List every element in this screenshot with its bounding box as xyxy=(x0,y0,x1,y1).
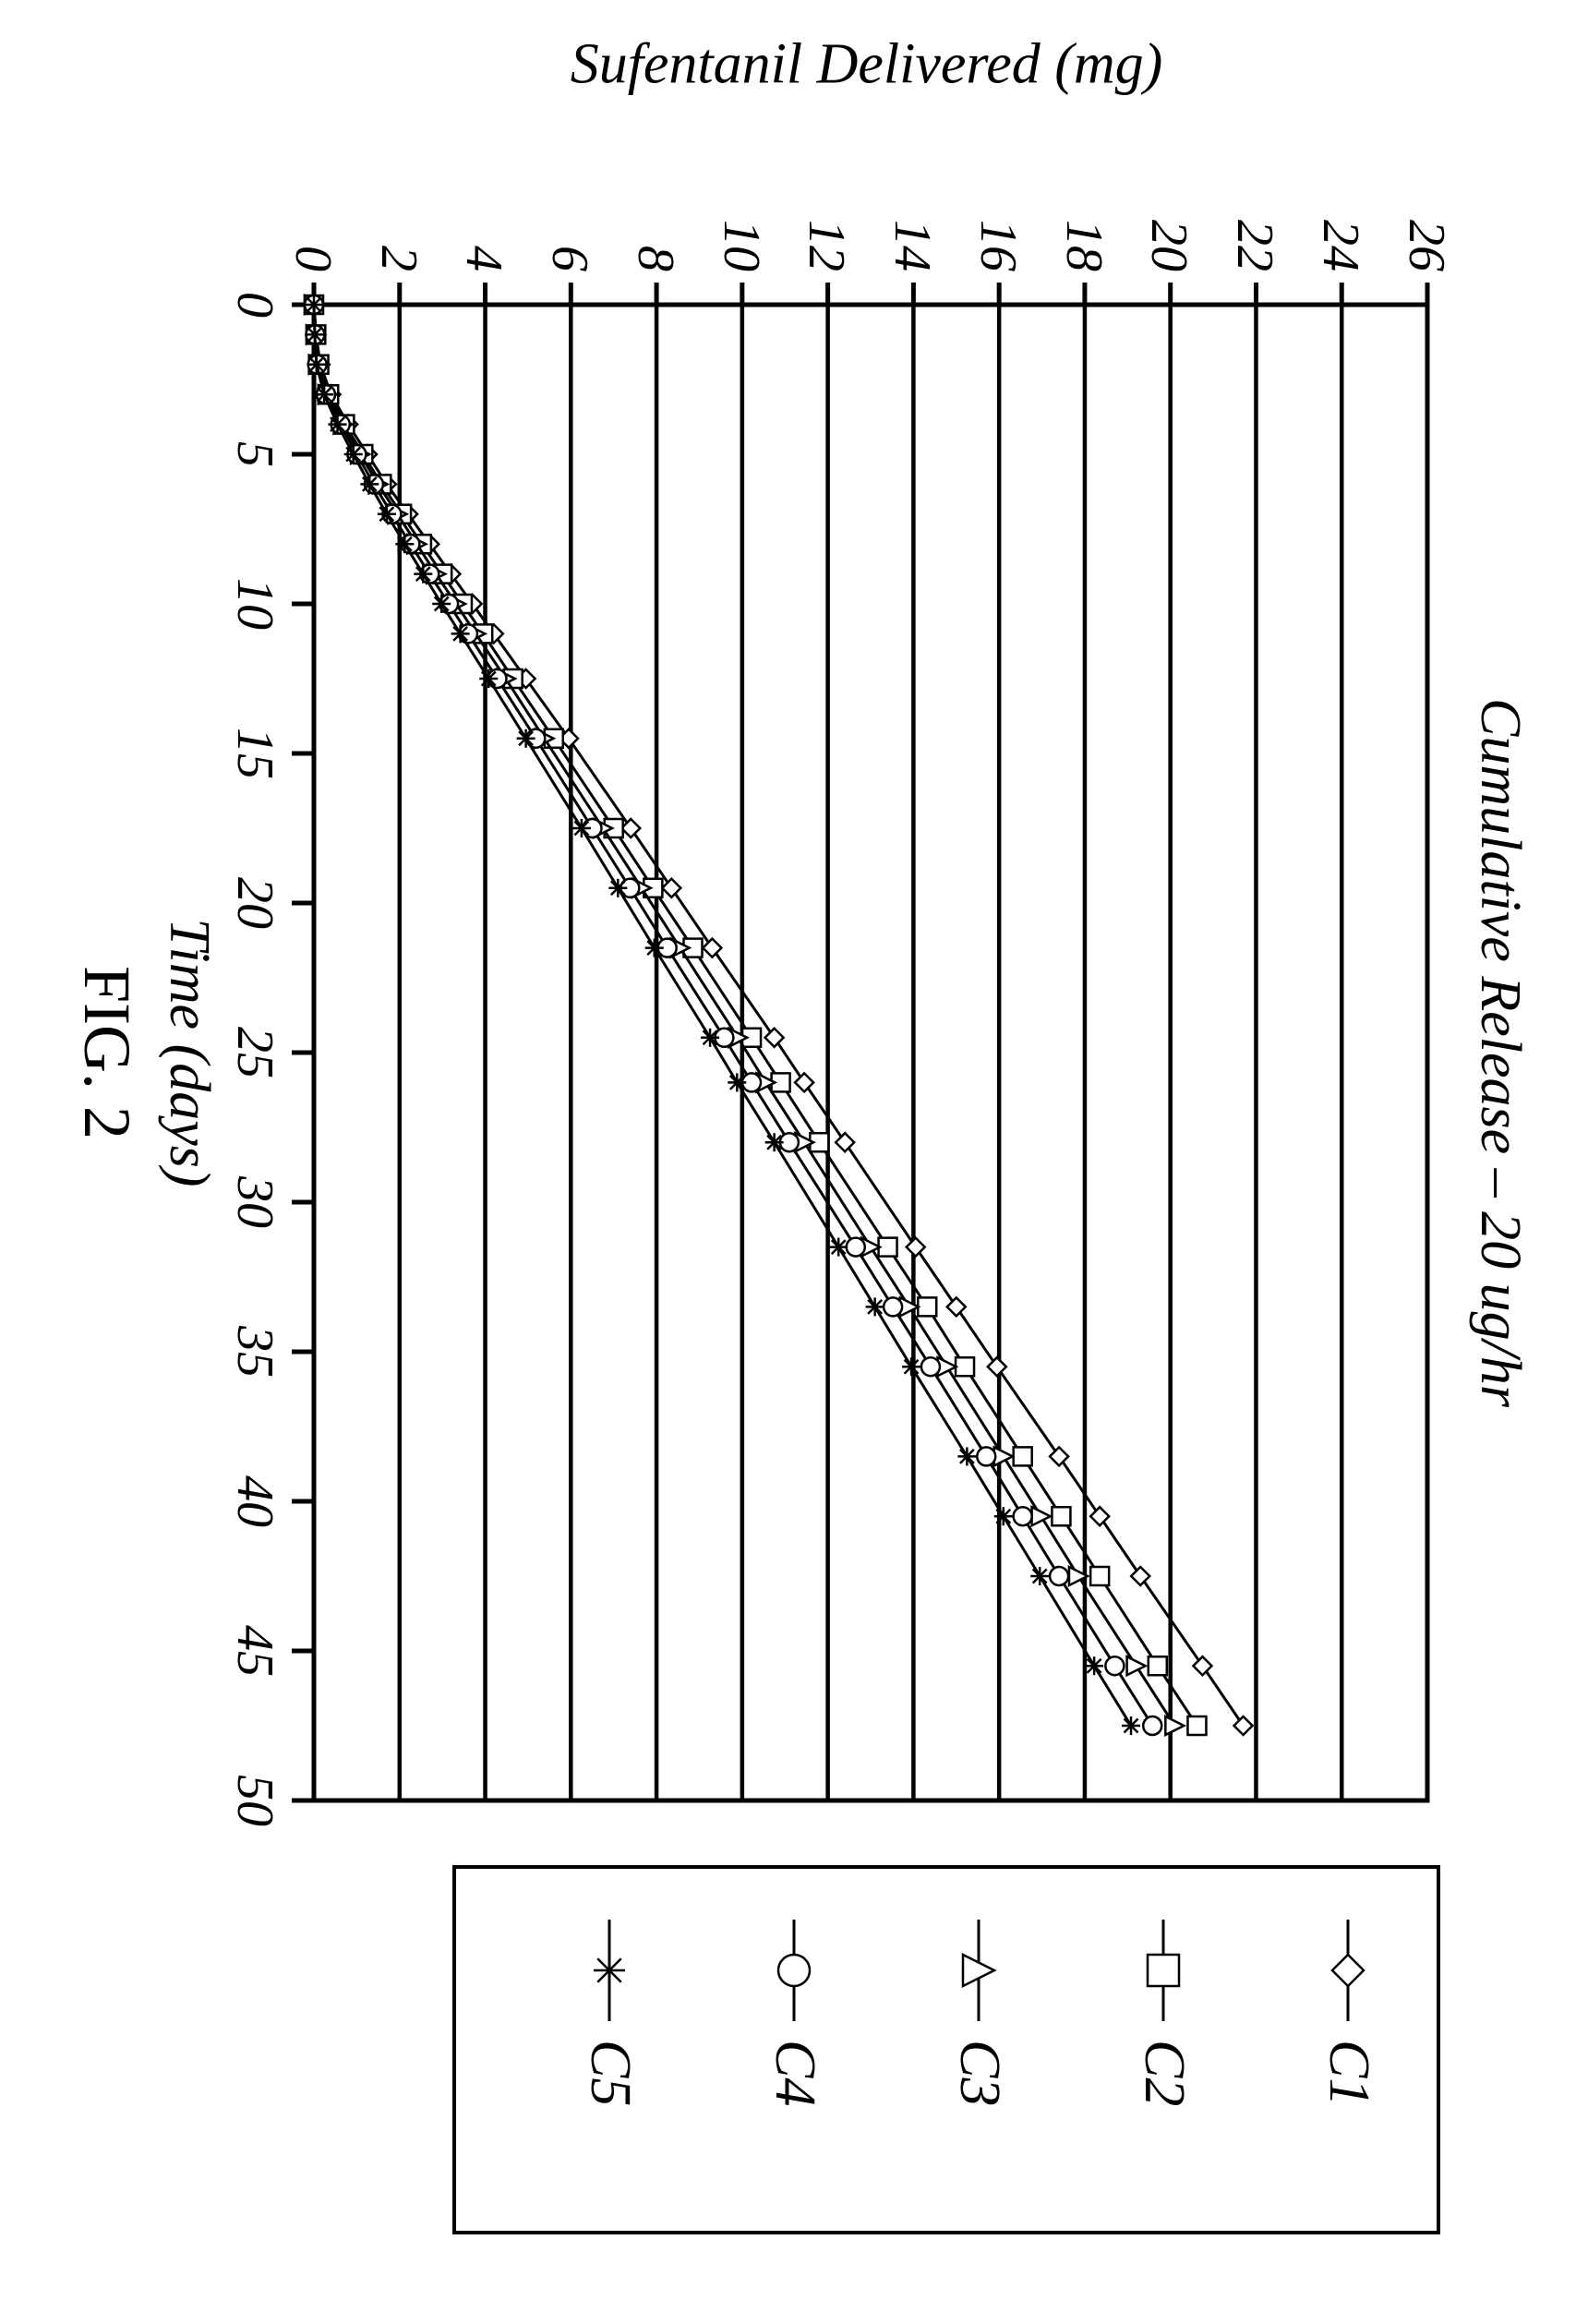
tick-label: 50 xyxy=(225,1727,284,1874)
legend-box: C1 C2 C3 C4 C5 xyxy=(452,1865,1440,2234)
tick-label: 18 xyxy=(1054,124,1113,271)
tick-label: 0 xyxy=(225,231,284,379)
legend-row: C5 xyxy=(577,1920,643,2106)
tick-label: 45 xyxy=(225,1577,284,1725)
legend-label: C5 xyxy=(577,2040,643,2106)
tick-label: 0 xyxy=(283,124,343,271)
legend-label: C2 xyxy=(1131,2040,1197,2106)
legend-marker-diamond-icon xyxy=(1330,1920,1367,2021)
tick-label: 26 xyxy=(1397,124,1456,271)
legend-marker-square-icon xyxy=(1146,1920,1183,2021)
tick-label: 16 xyxy=(968,124,1028,271)
tick-label: 22 xyxy=(1225,124,1284,271)
tick-label: 25 xyxy=(225,979,284,1126)
legend-row: C1 xyxy=(1316,1920,1381,2106)
legend-label: C1 xyxy=(1316,2040,1381,2106)
tick-label: 35 xyxy=(225,1278,284,1426)
tick-label: 10 xyxy=(225,530,284,678)
tick-label: 8 xyxy=(626,124,685,271)
legend-row: C4 xyxy=(762,1920,827,2106)
tick-label: 12 xyxy=(797,124,856,271)
tick-label: 10 xyxy=(712,124,771,271)
legend-label: C4 xyxy=(762,2040,827,2106)
tick-label: 15 xyxy=(225,680,284,827)
tick-label: 4 xyxy=(454,124,513,271)
tick-label: 24 xyxy=(1311,124,1370,271)
legend-marker-triangle-icon xyxy=(961,1920,998,2021)
legend-row: C2 xyxy=(1131,1920,1197,2106)
legend-marker-circle-icon xyxy=(776,1920,813,2021)
legend-label: C3 xyxy=(946,2040,1012,2106)
tick-label: 14 xyxy=(883,124,942,271)
tick-label: 6 xyxy=(540,124,599,271)
legend-row: C3 xyxy=(946,1920,1012,2106)
tick-label: 20 xyxy=(1140,124,1199,271)
tick-label: 5 xyxy=(225,380,284,528)
tick-label: 40 xyxy=(225,1427,284,1575)
tick-label: 2 xyxy=(369,124,428,271)
legend-marker-star-icon xyxy=(592,1920,629,2021)
tick-label: 30 xyxy=(225,1128,284,1276)
tick-label: 20 xyxy=(225,829,284,977)
